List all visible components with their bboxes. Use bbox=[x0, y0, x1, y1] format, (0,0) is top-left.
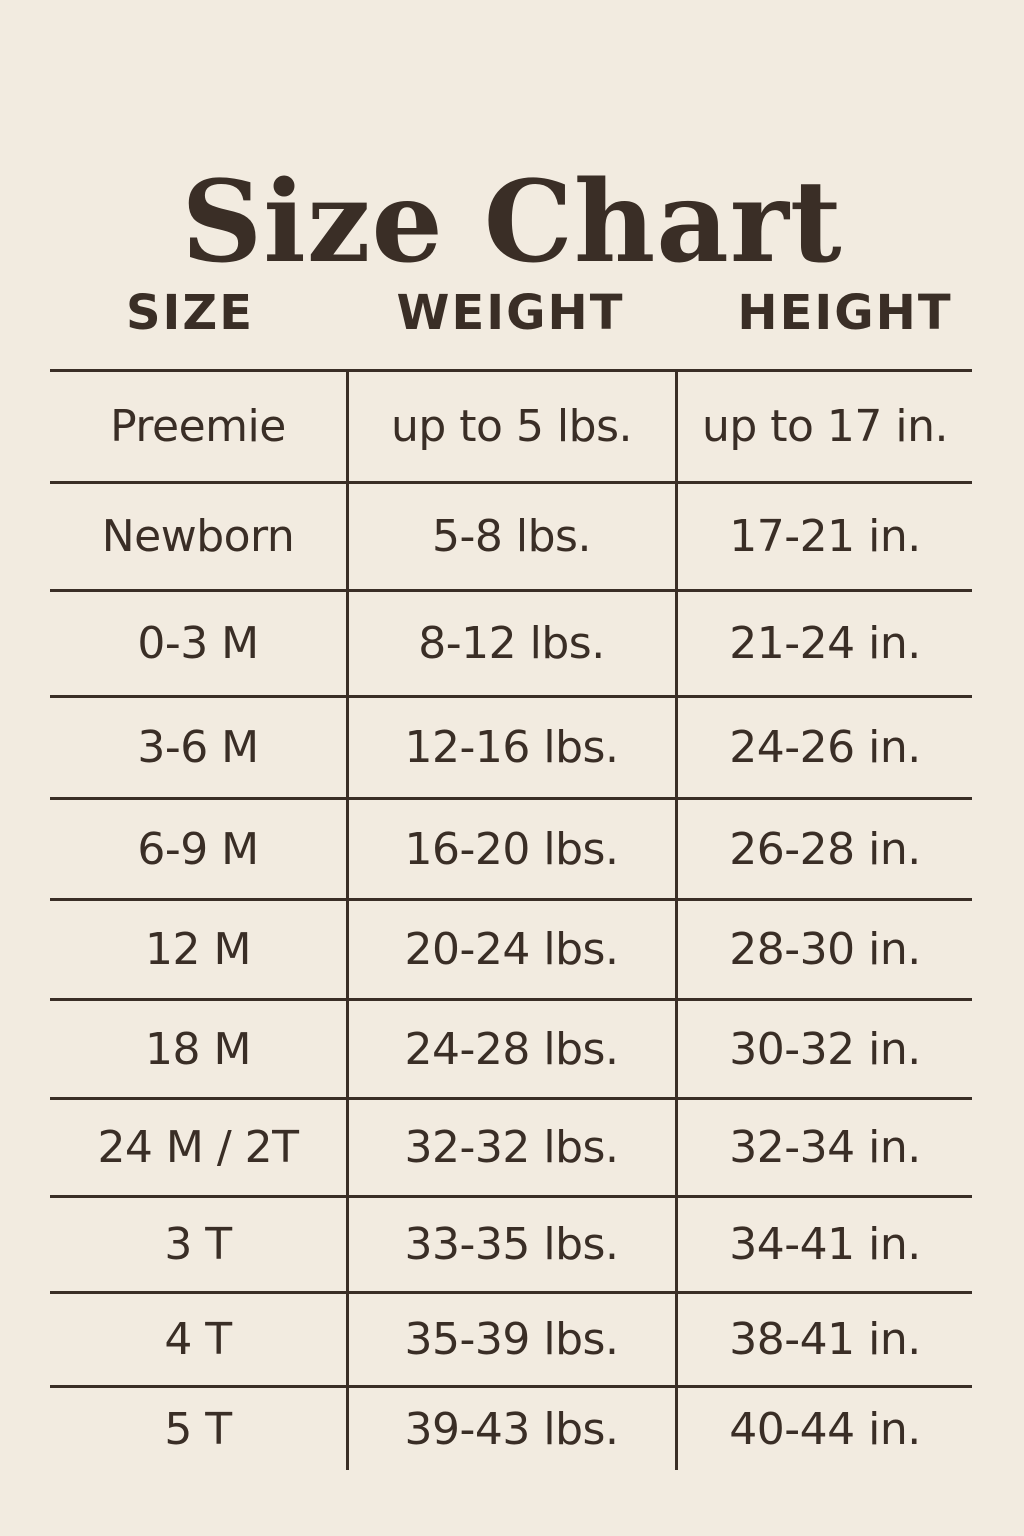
cell-size: 3-6 M bbox=[137, 722, 259, 773]
cell-size: 0-3 M bbox=[137, 618, 259, 669]
cell-height: 28-30 in. bbox=[729, 924, 921, 975]
page-title: Size Chart bbox=[181, 157, 843, 289]
cell-weight: 8-12 lbs. bbox=[418, 618, 605, 669]
table-row: 24 M / 2T 32-32 lbs. 32-34 in. bbox=[50, 1100, 972, 1195]
table-row: 6-9 M 16-20 lbs. 26-28 in. bbox=[50, 800, 972, 898]
column-header-weight: WEIGHT bbox=[396, 285, 625, 341]
cell-size: 24 M / 2T bbox=[97, 1122, 299, 1173]
cell-height: 40-44 in. bbox=[729, 1403, 921, 1455]
cell-weight: 16-20 lbs. bbox=[404, 823, 619, 875]
column-divider bbox=[346, 370, 349, 1470]
cell-weight: up to 5 lbs. bbox=[390, 401, 633, 452]
cell-size: 3 T bbox=[164, 1219, 232, 1270]
cell-size: Newborn bbox=[101, 511, 295, 562]
cell-height: 32-34 in. bbox=[729, 1122, 921, 1173]
row-divider bbox=[50, 1385, 972, 1388]
cell-height: 30-32 in. bbox=[729, 1023, 921, 1075]
cell-size: 5 T bbox=[164, 1403, 232, 1455]
cell-size: 6-9 M bbox=[137, 823, 259, 875]
row-divider bbox=[50, 481, 972, 484]
cell-weight: 20-24 lbs. bbox=[404, 924, 619, 975]
cell-weight: 33-35 lbs. bbox=[404, 1219, 619, 1270]
row-divider bbox=[50, 695, 972, 698]
cell-weight: 32-32 lbs. bbox=[404, 1122, 619, 1173]
cell-height: 24-26 in. bbox=[729, 722, 921, 773]
table-row: Preemie up to 5 lbs. up to 17 in. bbox=[50, 372, 972, 481]
row-divider bbox=[50, 369, 972, 372]
cell-height: 38-41 in. bbox=[729, 1314, 921, 1365]
row-divider bbox=[50, 998, 972, 1001]
table-row: 3 T 33-35 lbs. 34-41 in. bbox=[50, 1198, 972, 1291]
column-divider bbox=[675, 370, 678, 1470]
cell-size: 4 T bbox=[164, 1314, 232, 1365]
column-header-height: HEIGHT bbox=[737, 285, 953, 341]
cell-weight: 12-16 lbs. bbox=[404, 722, 619, 773]
row-divider bbox=[50, 1291, 972, 1294]
table-row: 3-6 M 12-16 lbs. 24-26 in. bbox=[50, 698, 972, 797]
cell-size: 12 M bbox=[145, 924, 251, 975]
cell-height: 26-28 in. bbox=[729, 823, 921, 875]
cell-size: Preemie bbox=[110, 401, 286, 452]
cell-weight: 35-39 lbs. bbox=[404, 1314, 619, 1365]
table-row: 0-3 M 8-12 lbs. 21-24 in. bbox=[50, 592, 972, 695]
row-divider bbox=[50, 898, 972, 901]
row-divider bbox=[50, 797, 972, 800]
table-row: 5 T 39-43 lbs. 40-44 in. bbox=[50, 1388, 972, 1470]
table-row: Newborn 5-8 lbs. 17-21 in. bbox=[50, 484, 972, 589]
cell-weight: 5-8 lbs. bbox=[432, 511, 591, 562]
cell-height: up to 17 in. bbox=[701, 401, 949, 452]
cell-size: 18 M bbox=[145, 1023, 251, 1075]
cell-height: 17-21 in. bbox=[729, 511, 921, 562]
row-divider bbox=[50, 589, 972, 592]
column-header-size: SIZE bbox=[125, 285, 255, 341]
cell-height: 34-41 in. bbox=[729, 1219, 921, 1270]
cell-height: 21-24 in. bbox=[729, 618, 921, 669]
table-row: 18 M 24-28 lbs. 30-32 in. bbox=[50, 1001, 972, 1097]
row-divider bbox=[50, 1195, 972, 1198]
cell-weight: 39-43 lbs. bbox=[404, 1403, 619, 1455]
cell-weight: 24-28 lbs. bbox=[404, 1023, 619, 1075]
table-row: 4 T 35-39 lbs. 38-41 in. bbox=[50, 1294, 972, 1385]
row-divider bbox=[50, 1097, 972, 1100]
table-row: 12 M 20-24 lbs. 28-30 in. bbox=[50, 901, 972, 998]
